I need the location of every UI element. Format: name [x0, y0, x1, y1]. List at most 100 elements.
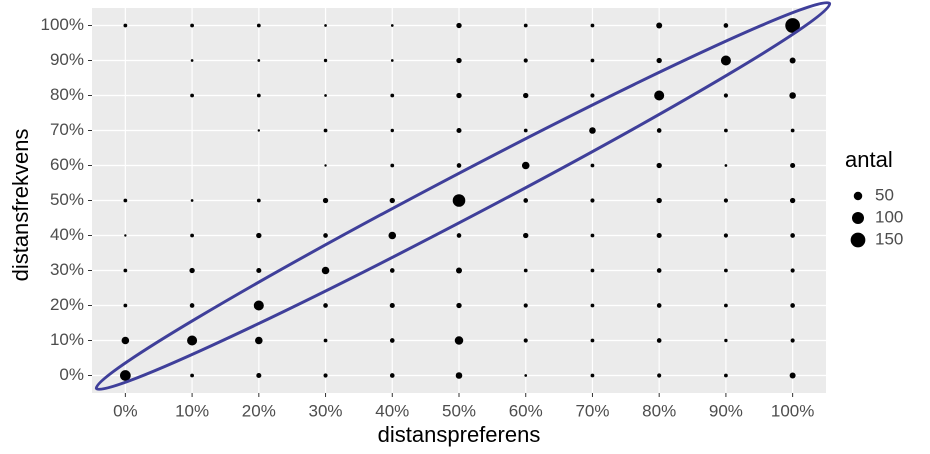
point [590, 338, 595, 343]
point [789, 92, 796, 99]
point [323, 58, 328, 63]
x-tick-label: 0% [113, 401, 138, 420]
point [790, 162, 796, 169]
point [456, 163, 462, 168]
point [790, 338, 795, 343]
point [256, 93, 261, 98]
x-tick-label: 10% [175, 401, 209, 420]
point [590, 303, 595, 308]
point [257, 59, 261, 62]
point [590, 163, 595, 168]
point [323, 233, 328, 238]
point [523, 232, 529, 239]
y-tick-label: 40% [50, 225, 84, 244]
point [523, 58, 528, 63]
point [121, 336, 130, 345]
point [656, 303, 662, 308]
x-tick-label: 60% [509, 401, 543, 420]
point [723, 233, 728, 238]
point [190, 59, 194, 62]
point [256, 23, 261, 28]
point [456, 302, 462, 309]
point [523, 23, 528, 28]
point [656, 22, 663, 29]
x-tick-label: 80% [642, 401, 676, 420]
point [723, 198, 728, 203]
legend-label: 50 [875, 185, 894, 204]
point [657, 373, 662, 378]
point [323, 338, 328, 343]
highlight-ellipse [94, 1, 832, 391]
point [455, 372, 463, 379]
point [523, 268, 528, 273]
point [189, 303, 195, 308]
point [323, 303, 328, 308]
point [390, 59, 394, 62]
point [654, 90, 665, 101]
point [123, 23, 128, 28]
point [789, 372, 796, 379]
point [456, 22, 462, 29]
point [656, 57, 662, 64]
legend-label: 150 [875, 229, 903, 248]
point [590, 373, 595, 378]
point [590, 198, 595, 203]
point [323, 128, 328, 133]
point [389, 197, 395, 204]
x-tick-label: 30% [309, 401, 343, 420]
point [190, 233, 194, 238]
point [790, 128, 795, 133]
legend-key [852, 212, 864, 224]
point [724, 164, 728, 167]
y-tick-label: 20% [50, 295, 84, 314]
y-tick-label: 80% [50, 85, 84, 104]
point [321, 266, 330, 275]
point [590, 93, 595, 98]
point [724, 303, 728, 308]
point [324, 94, 327, 97]
point [523, 128, 528, 133]
point [190, 23, 194, 28]
point [789, 197, 796, 204]
point [656, 338, 662, 343]
point [790, 303, 795, 308]
point [456, 127, 462, 134]
point [724, 338, 728, 343]
point [590, 268, 595, 273]
point [456, 267, 462, 274]
point [123, 268, 128, 273]
point [256, 372, 262, 379]
point [187, 335, 198, 346]
y-tick-label: 10% [50, 330, 84, 349]
point [590, 233, 595, 238]
legend-key [850, 232, 866, 248]
point [389, 373, 395, 378]
point [523, 338, 528, 343]
point [789, 57, 796, 64]
point [389, 338, 395, 343]
point [123, 303, 128, 308]
point [389, 268, 395, 273]
point [123, 198, 128, 203]
point [723, 23, 729, 28]
point [256, 267, 262, 274]
x-tick-label: 90% [709, 401, 743, 420]
y-tick-label: 70% [50, 120, 84, 139]
point [456, 233, 462, 238]
x-tick-label: 100% [771, 401, 814, 420]
point [257, 129, 261, 132]
y-tick-label: 60% [50, 155, 84, 174]
point [785, 18, 800, 33]
y-tick-label: 90% [50, 50, 84, 69]
point [390, 93, 395, 98]
point [390, 163, 395, 168]
point [656, 268, 662, 273]
point [723, 93, 728, 98]
point [390, 24, 394, 27]
point [119, 370, 131, 381]
y-tick-label: 100% [41, 15, 84, 34]
point [590, 58, 595, 63]
point [389, 302, 395, 309]
point [189, 267, 195, 274]
